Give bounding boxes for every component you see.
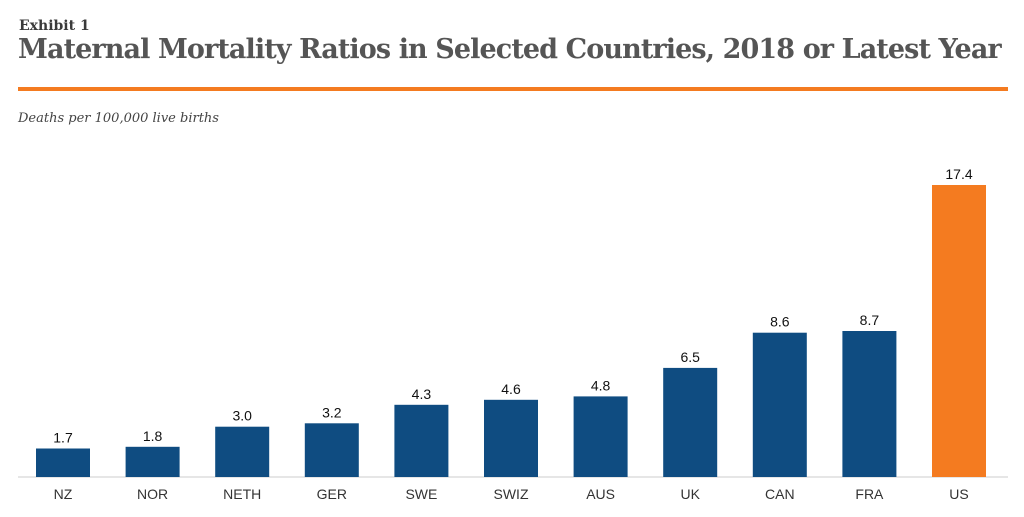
bar-fra [842,331,897,477]
bar-ger [304,423,359,477]
value-label-swiz: 4.6 [501,381,521,397]
y-axis-unit-label: Deaths per 100,000 live births [18,111,219,126]
value-label-can: 8.6 [770,314,790,330]
bar-us [932,185,986,477]
value-label-nor: 1.8 [143,428,163,444]
category-label-ger: GER [317,486,347,502]
category-label-can: CAN [765,486,795,502]
category-label-nz: NZ [54,486,73,502]
bar-nz [36,448,90,477]
value-label-fra: 8.7 [860,312,880,328]
bar-swiz [484,399,538,477]
value-label-nz: 1.7 [53,430,73,446]
value-label-ger: 3.2 [322,404,342,420]
category-label-fra: FRA [855,486,884,502]
category-label-swiz: SWIZ [494,486,529,502]
value-label-uk: 6.5 [680,349,700,365]
value-label-neth: 3.0 [232,408,252,424]
category-label-nor: NOR [137,486,168,502]
category-label-aus: AUS [586,486,615,502]
title-divider [18,87,1008,91]
bar-aus [573,396,628,477]
exhibit-label: Exhibit 1 [19,18,90,34]
bar-neth [215,426,270,477]
category-label-neth: NETH [223,486,261,502]
value-label-aus: 4.8 [591,377,611,393]
bar-swe [394,404,449,477]
bar-uk [663,367,718,477]
category-label-swe: SWE [405,486,437,502]
chart-title: Maternal Mortality Ratios in Selected Co… [18,34,1002,65]
bars-group: 1.7 NZ 1.8 NOR 3.0 NETH 3.2 GER 4.3 SWE 4.6 SWIZ 4.8… [36,166,986,502]
category-label-uk: UK [680,486,700,502]
bar-can [752,332,807,477]
bar-nor [125,446,180,477]
value-label-us: 17.4 [945,166,972,182]
value-label-swe: 4.3 [412,386,432,402]
category-label-us: US [949,486,968,502]
